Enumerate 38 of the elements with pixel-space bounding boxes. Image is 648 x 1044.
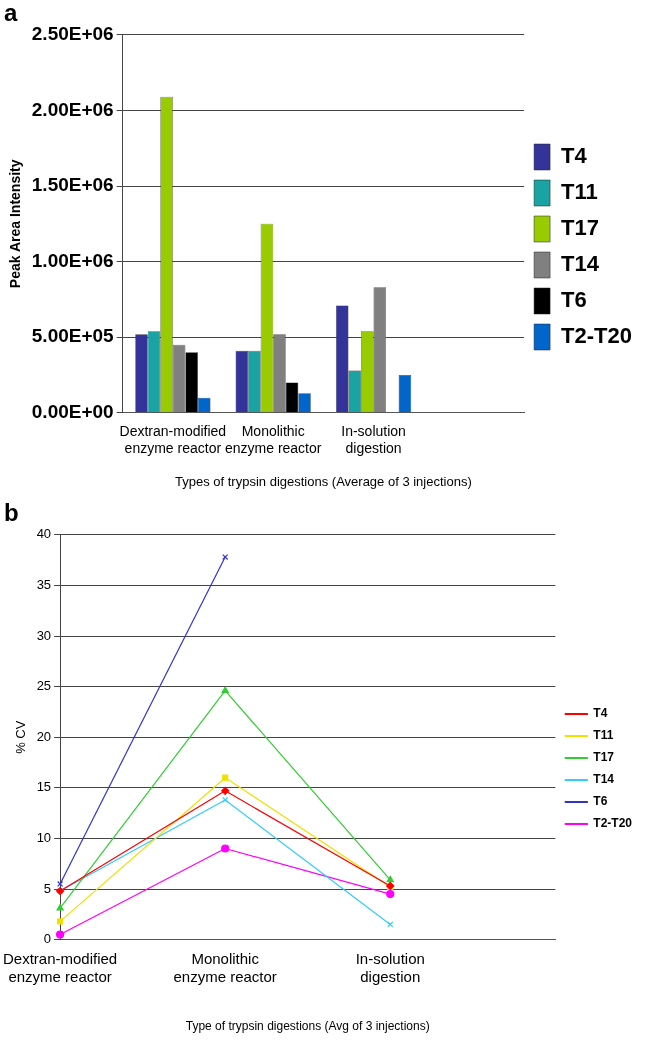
legend-label: T14 (561, 251, 600, 277)
y-tick-label: 2.50E+06 (31, 23, 114, 45)
legend-label: T4 (593, 706, 608, 721)
legend-label: T2-T20 (593, 816, 633, 831)
x-tick-label: Monolithic enzyme reactor (224, 423, 322, 456)
y-tick-label: 0 (43, 931, 52, 947)
y-tick-label: 5 (43, 880, 52, 896)
y-tick-label: 1.50E+06 (31, 174, 114, 196)
y-axis-title: % CV (13, 720, 29, 754)
x-axis-title: Type of trypsin digestions (Avg of 3 injections) (185, 1019, 430, 1034)
y-tick-label: 2.00E+06 (31, 98, 114, 120)
chart-title: b (4, 499, 19, 527)
legend-label: T17 (561, 215, 600, 241)
y-tick-label: 35 (36, 576, 52, 592)
x-tick-label: Dextran-modified enzyme reactor (3, 949, 118, 985)
legend-label: T6 (561, 287, 587, 313)
legend-label: T14 (593, 772, 615, 787)
y-tick-label: 0.00E+00 (31, 401, 114, 423)
x-tick-label: Monolithic enzyme reactor (173, 949, 277, 985)
y-tick-label: 30 (36, 627, 52, 643)
y-tick-label: 5.00E+05 (31, 325, 115, 347)
x-tick-label: In-solution digestion (355, 949, 425, 985)
y-tick-label: 40 (36, 526, 52, 542)
y-tick-label: 25 (36, 678, 52, 694)
legend-label: T6 (593, 794, 608, 809)
chart-title: a (4, 0, 18, 27)
legend-label: T17 (593, 750, 615, 765)
y-tick-label: 1.00E+06 (31, 249, 114, 271)
legend-label: T2-T20 (561, 323, 633, 349)
legend-label: T4 (561, 143, 588, 169)
x-axis-title: Types of trypsin digestions (Average of 3 injections) (175, 473, 472, 489)
y-tick-label: 10 (36, 829, 52, 845)
legend-label: T11 (561, 179, 598, 205)
x-tick-label: In-solution digestion (341, 423, 406, 456)
y-axis-title: Peak Area Intensity (7, 159, 24, 289)
y-tick-label: 15 (36, 779, 52, 795)
y-tick-label: 20 (36, 728, 52, 744)
legend-label: T11 (593, 728, 614, 743)
